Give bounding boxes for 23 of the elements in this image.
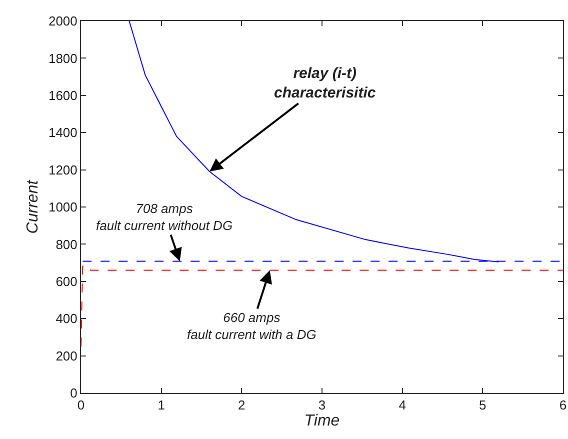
annotation: 708 amps fault current without DG xyxy=(96,201,233,233)
y-tick-label: 1400 xyxy=(48,125,78,140)
x-axis-title: Time xyxy=(304,412,340,430)
y-tick-label: 800 xyxy=(56,236,78,252)
y-tick-label: 1600 xyxy=(48,88,78,103)
x-tick-label: 1 xyxy=(158,398,165,413)
x-tick-label: 3 xyxy=(318,398,326,413)
annotation: relay (i-t) characterisitic xyxy=(274,65,376,102)
y-tick-label: 1800 xyxy=(48,50,78,66)
line-series xyxy=(81,264,563,347)
x-tick-label: 5 xyxy=(479,398,486,413)
y-tick-label: 1000 xyxy=(48,200,78,215)
y-tick-label: 1200 xyxy=(48,162,78,178)
y-tick-label: 200 xyxy=(56,348,78,364)
y-axis-title: Current xyxy=(24,180,42,234)
y-tick-label: 600 xyxy=(56,274,78,289)
x-tick-label: 2 xyxy=(238,398,246,413)
x-tick-label: 4 xyxy=(398,398,406,413)
x-tick-label: 6 xyxy=(559,398,567,413)
y-tick-label: 2000 xyxy=(48,14,78,29)
y-tick-label: 400 xyxy=(56,311,78,326)
annotation: 660 amps fault current with a DG xyxy=(187,310,316,342)
y-tick-label: 0 xyxy=(70,386,78,401)
